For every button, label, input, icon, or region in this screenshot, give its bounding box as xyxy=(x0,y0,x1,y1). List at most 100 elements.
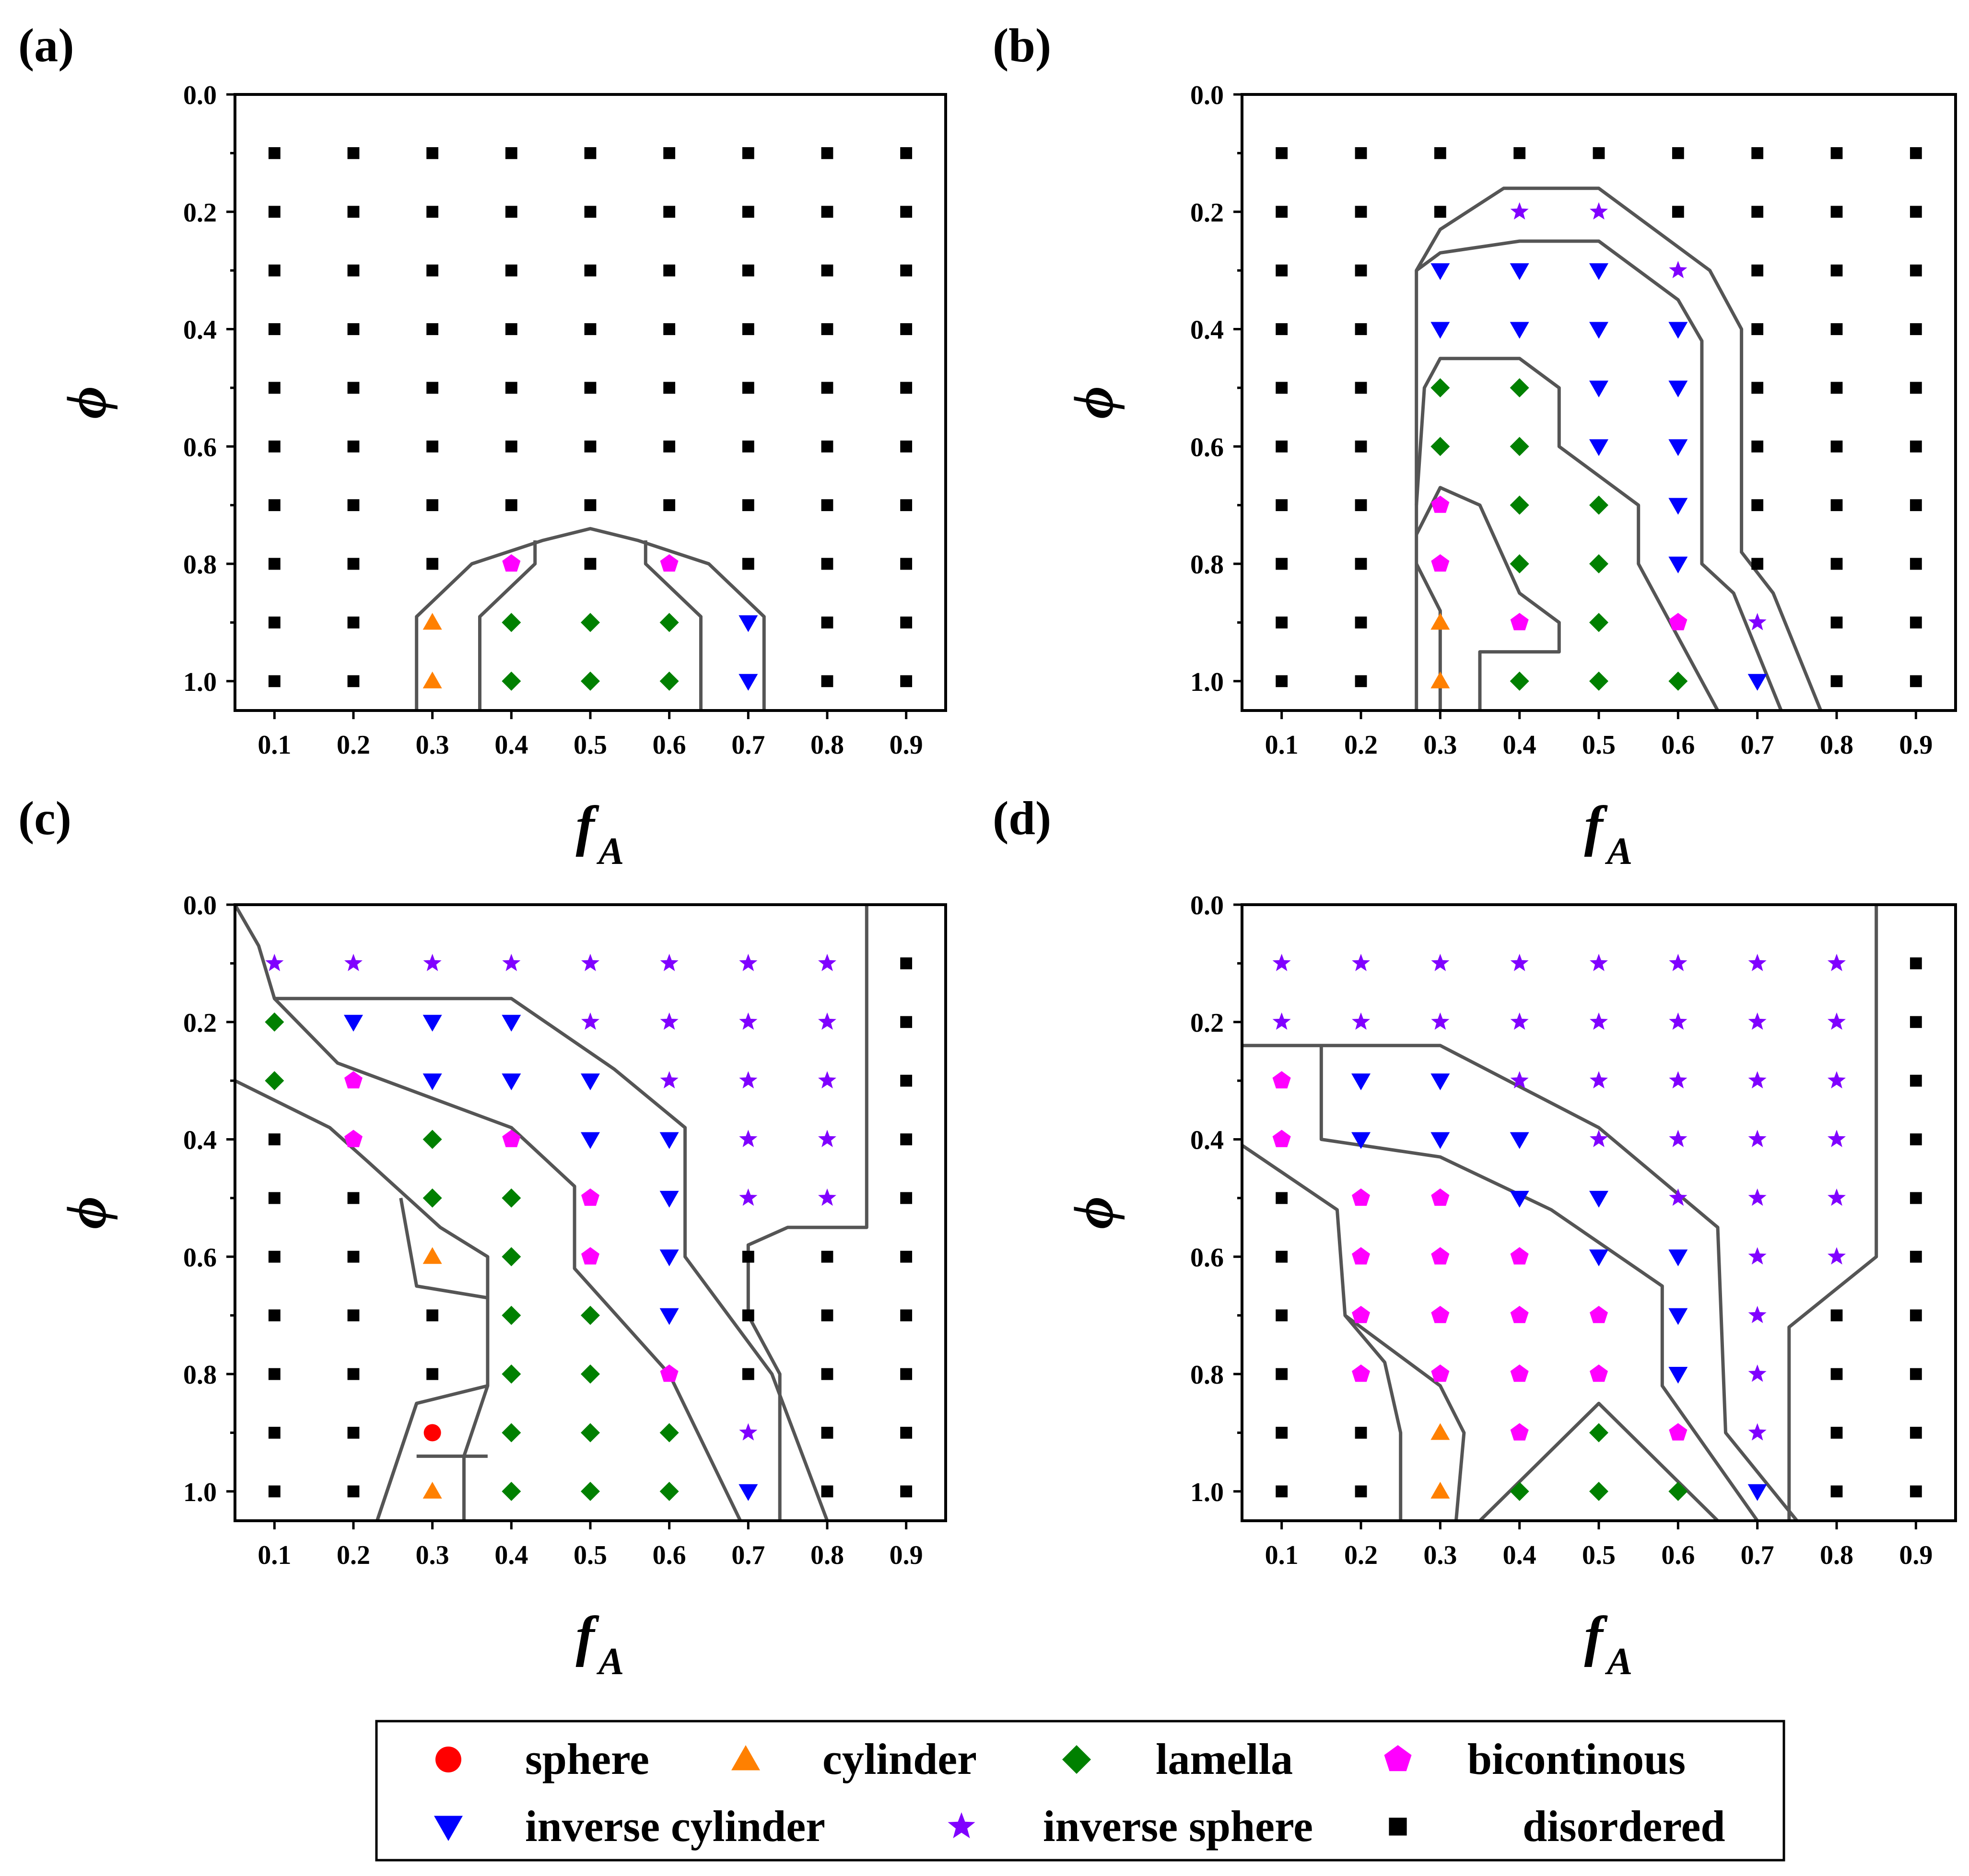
x-tick-label: 0.8 xyxy=(810,1540,844,1570)
inverse-sphere-marker xyxy=(739,1423,758,1441)
cylinder-marker xyxy=(1430,1423,1450,1440)
cylinder-marker xyxy=(422,1247,442,1264)
disordered-marker xyxy=(742,1250,754,1263)
disordered-marker xyxy=(1910,617,1922,629)
disordered-marker xyxy=(347,147,360,159)
inverse-sphere-marker xyxy=(1748,1305,1767,1323)
disordered-marker xyxy=(821,206,833,218)
triangle-up-marker-icon xyxy=(731,1745,760,1771)
inverse-sphere-marker xyxy=(1510,1012,1529,1030)
disordered-marker xyxy=(268,1309,281,1322)
bicontinous-marker xyxy=(1352,1364,1370,1382)
disordered-marker xyxy=(584,264,597,277)
disordered-marker xyxy=(584,558,597,570)
inverse-sphere-marker xyxy=(1272,954,1291,971)
disordered-marker xyxy=(900,264,913,277)
y-tick-label: 0.6 xyxy=(183,1243,217,1272)
y-tick-label: 0.8 xyxy=(183,1360,217,1390)
lamella-marker xyxy=(265,1071,284,1091)
disordered-marker xyxy=(1910,1427,1922,1439)
disordered-marker xyxy=(347,558,360,570)
legend-label: lamella xyxy=(1156,1735,1293,1783)
y-tick-label: 0.2 xyxy=(183,198,217,228)
inverse-cylinder-marker xyxy=(1668,1367,1688,1384)
inverse-cylinder-marker xyxy=(1668,1249,1688,1267)
bicontinous-marker xyxy=(344,1071,363,1089)
inverse-sphere-marker xyxy=(1828,1012,1846,1030)
legend-item-cylinder: cylinder xyxy=(731,1735,977,1783)
phase-boundary-line xyxy=(375,1403,419,1522)
lamella-marker xyxy=(1510,437,1529,456)
bicontinous-marker xyxy=(1431,495,1450,513)
disordered-marker xyxy=(347,1309,360,1322)
disordered-marker xyxy=(900,1427,913,1439)
inverse-sphere-marker xyxy=(1669,1188,1688,1206)
panel-label: (c) xyxy=(18,792,71,845)
lamella-marker xyxy=(1668,1481,1688,1501)
bicontinous-marker xyxy=(1431,1188,1450,1206)
inverse-sphere-marker xyxy=(1748,1071,1767,1089)
disordered-marker xyxy=(821,558,833,570)
y-tick-label: 0.8 xyxy=(1190,1360,1224,1390)
bicontinous-marker xyxy=(660,1364,679,1382)
disordered-marker xyxy=(1830,558,1843,570)
disordered-marker xyxy=(663,382,676,394)
inverse-sphere-marker xyxy=(1828,1188,1846,1206)
bicontinous-marker xyxy=(1510,1305,1529,1323)
inverse-cylinder-marker xyxy=(1589,380,1608,397)
phase-boundary-line xyxy=(1478,1401,1719,1522)
disordered-marker xyxy=(426,382,439,394)
legend-label: sphere xyxy=(525,1735,649,1783)
inverse-sphere-marker xyxy=(344,954,363,971)
bicontinous-marker xyxy=(1352,1305,1370,1323)
inverse-cylinder-marker xyxy=(738,674,758,691)
inverse-sphere-marker xyxy=(1748,1012,1767,1030)
disordered-marker xyxy=(900,1192,913,1204)
inverse-sphere-marker xyxy=(1748,1247,1767,1265)
y-axis-title: ϕ xyxy=(55,1196,118,1229)
x-tick-label: 0.8 xyxy=(1820,1540,1853,1570)
legend-item-sphere: sphere xyxy=(435,1735,649,1783)
disordered-marker xyxy=(1355,675,1367,687)
disordered-marker xyxy=(742,382,754,394)
lamella-marker xyxy=(581,671,600,691)
pentagon-marker-icon xyxy=(1384,1745,1412,1771)
inverse-sphere-marker xyxy=(1669,261,1688,279)
disordered-marker xyxy=(1434,147,1446,159)
disordered-marker xyxy=(584,499,597,512)
legend-label: cylinder xyxy=(822,1735,977,1783)
disordered-marker xyxy=(1276,1427,1288,1439)
disordered-marker xyxy=(1276,617,1288,629)
disordered-marker xyxy=(268,264,281,277)
x-tick-label: 0.2 xyxy=(1344,1540,1378,1570)
disordered-marker xyxy=(347,1250,360,1263)
disordered-marker xyxy=(1910,323,1922,335)
disordered-marker xyxy=(347,1427,360,1439)
disordered-marker xyxy=(1830,1309,1843,1322)
bicontinous-marker xyxy=(1510,1247,1529,1265)
disordered-marker xyxy=(1910,558,1922,570)
disordered-marker xyxy=(1751,323,1764,335)
bicontinous-marker xyxy=(1669,613,1688,630)
inverse-cylinder-marker xyxy=(659,1132,679,1149)
lamella-marker xyxy=(502,671,521,691)
inverse-sphere-marker xyxy=(1590,1071,1608,1089)
disordered-marker xyxy=(821,1485,833,1498)
legend-label: inverse cylinder xyxy=(525,1802,825,1851)
inverse-cylinder-marker xyxy=(422,1014,442,1032)
cylinder-marker xyxy=(422,671,442,688)
x-tick-label: 0.5 xyxy=(1582,730,1616,760)
phase-markers xyxy=(265,954,913,1501)
disordered-marker xyxy=(1276,264,1288,277)
disordered-marker xyxy=(900,1133,913,1145)
phase-boundary-line xyxy=(233,904,829,1522)
y-tick-label: 1.0 xyxy=(183,1478,217,1507)
inverse-cylinder-marker xyxy=(1351,1132,1371,1149)
inverse-cylinder-marker xyxy=(581,1132,600,1149)
x-tick-label: 0.6 xyxy=(1661,1540,1695,1570)
disordered-marker xyxy=(1910,382,1922,394)
x-tick-label: 0.3 xyxy=(416,730,449,760)
disordered-marker xyxy=(742,1309,754,1322)
lamella-marker xyxy=(581,1305,600,1325)
phase-boundary-line xyxy=(415,527,766,711)
